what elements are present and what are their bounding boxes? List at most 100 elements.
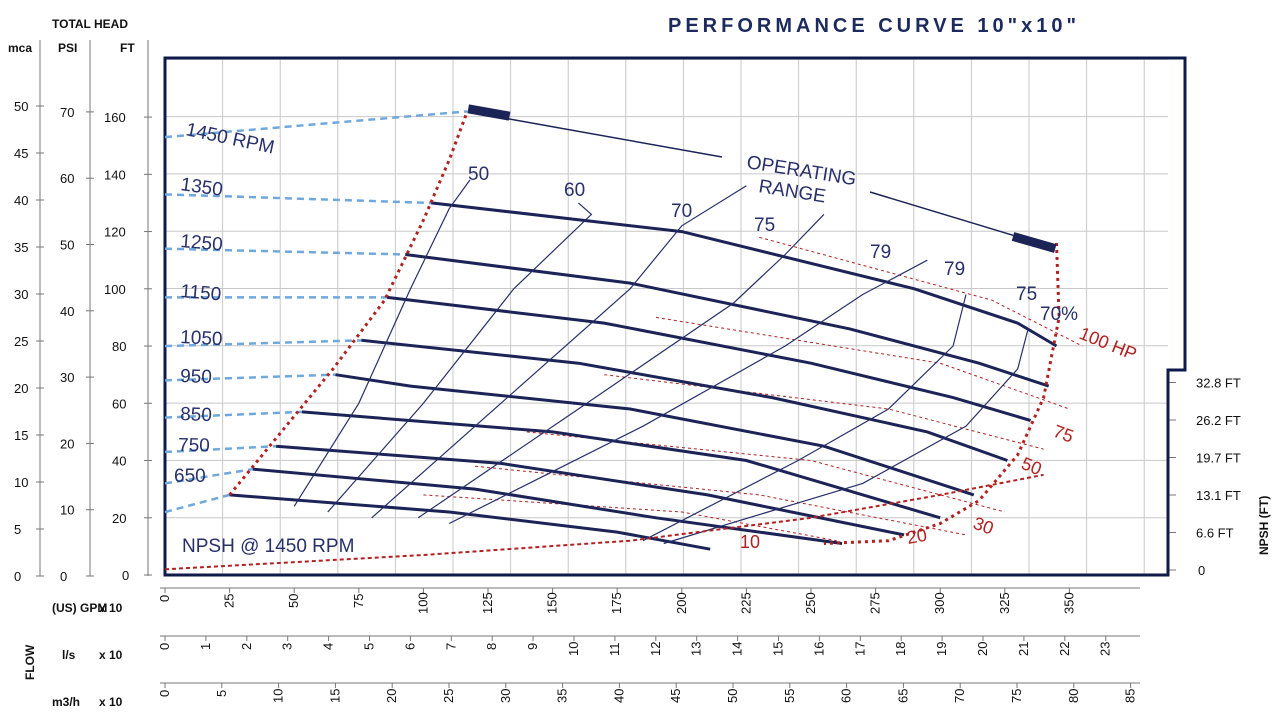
- power-label: 30: [971, 513, 997, 539]
- power-curve: [655, 316, 1070, 410]
- rpm-label: 1250: [180, 231, 224, 256]
- npsh-axis-title: NPSH (FT): [1257, 496, 1271, 555]
- head-curve: [361, 338, 1008, 462]
- m3h-tick-label: 55: [782, 689, 797, 703]
- psi-tick-label: 60: [60, 171, 74, 186]
- ft-tick-label: 0: [122, 568, 129, 583]
- efficiency-label: 75: [754, 215, 775, 236]
- ls-tick-label: 9: [525, 643, 540, 650]
- m3h-tick-label: 45: [668, 689, 683, 703]
- ls-tick-label: 2: [239, 643, 254, 650]
- ft-unit-label: FT: [120, 41, 135, 55]
- ft-tick-label: 40: [112, 454, 126, 469]
- efficiency-label: 70: [671, 201, 692, 222]
- m3h-axis-label: m3/h: [52, 695, 80, 709]
- m3h-tick-label: 50: [725, 689, 740, 703]
- gpm-tick-label: 0: [157, 595, 172, 602]
- ft-tick-label: 100: [104, 282, 126, 297]
- gpm-tick-label: 75: [351, 594, 366, 608]
- mca-tick-label: 40: [14, 193, 28, 208]
- ls-tick-label: 3: [280, 643, 295, 650]
- ls-tick-label: 13: [689, 642, 704, 656]
- npsh-tick-label: 0: [1198, 563, 1205, 578]
- npsh-curve-label: NPSH @ 1450 RPM: [182, 536, 354, 557]
- ls-tick-label: 16: [811, 642, 826, 656]
- mca-tick-label: 15: [14, 428, 28, 443]
- ls-tick-label: 23: [1098, 642, 1113, 656]
- m3h-tick-label: 40: [611, 689, 626, 703]
- head-axis-title: TOTAL HEAD: [52, 17, 128, 31]
- m3h-tick-label: 75: [1009, 689, 1024, 703]
- head-curve: [431, 201, 1058, 348]
- power-curve: [475, 465, 967, 536]
- rpm-label: 850: [180, 404, 212, 426]
- rpm-label: 950: [180, 366, 212, 388]
- gpm-tick-label: 250: [803, 592, 818, 614]
- ls-tick-label: 22: [1057, 642, 1072, 656]
- efficiency-label: 75: [1016, 284, 1037, 305]
- operating-range-line-left: [469, 111, 723, 158]
- mca-tick-label: 50: [14, 99, 28, 114]
- ft-tick-label: 60: [112, 396, 126, 411]
- m3h-tick-label: 70: [952, 689, 967, 703]
- m3h-tick-label: 35: [555, 689, 570, 703]
- mca-tick-label: 45: [14, 146, 28, 161]
- ls-tick-label: 17: [852, 642, 867, 656]
- npsh-tick-label: 32.8 FT: [1196, 376, 1241, 391]
- low-flow-extension: [164, 247, 406, 256]
- ls-tick-label: 11: [607, 643, 622, 657]
- rpm-label: 650: [174, 466, 206, 487]
- psi-tick-label: 50: [60, 238, 74, 253]
- low-flow-extension: [164, 373, 336, 382]
- rpm-label: 1050: [180, 327, 223, 350]
- ls-tick-label: 10: [566, 642, 581, 656]
- gpm-axis-label: (US) GPM: [52, 601, 107, 615]
- ls-tick-label: 5: [362, 643, 377, 650]
- operating-range-marker-right: [1011, 232, 1057, 253]
- low-flow-extension: [164, 339, 362, 348]
- head-curve: [229, 493, 711, 551]
- efficiency-curve: [663, 328, 1029, 545]
- efficiency-curve: [642, 294, 967, 542]
- gpm-tick-label: 325: [997, 592, 1012, 614]
- gpm-tick-label: 175: [609, 592, 624, 614]
- gpm-multiplier: x 10: [99, 601, 123, 615]
- ls-tick-label: 21: [1016, 642, 1031, 656]
- ls-tick-label: 4: [321, 643, 336, 650]
- m3h-tick-label: 85: [1123, 689, 1138, 703]
- rpm-label: 1150: [180, 281, 223, 305]
- mca-tick-label: 0: [14, 569, 21, 584]
- m3h-tick-label: 15: [327, 689, 342, 703]
- power-label: 10: [740, 532, 760, 552]
- gpm-tick-label: 300: [932, 592, 947, 614]
- ft-tick-label: 140: [104, 167, 126, 182]
- grid: [164, 58, 1168, 576]
- low-flow-extension: [164, 467, 254, 485]
- ft-tick-label: 120: [104, 225, 126, 240]
- npsh-tick-label: 13.1 FT: [1196, 488, 1241, 503]
- power-curve: [423, 494, 837, 542]
- low-flow-extension: [164, 410, 303, 419]
- rpm-label: 1450 RPM: [184, 119, 276, 158]
- curves: 1450 RPM13501250115010509508507506505060…: [164, 110, 1140, 571]
- ls-tick-label: 12: [648, 642, 663, 656]
- power-curve: [759, 236, 1083, 347]
- head-curve: [252, 467, 843, 545]
- ls-axis-label: l/s: [62, 648, 76, 662]
- efficiency-curve: [293, 179, 471, 507]
- mca-tick-label: 5: [14, 522, 21, 537]
- npsh-ticks: 0 6.6 FT 13.1 FT 19.7 FT 26.2 FT 32.8 FT: [1168, 376, 1241, 578]
- ft-tick-label: 20: [112, 511, 126, 526]
- head-ticks: 0 5 10 15 20 25 30 35 40 45 50 0 10 20 30 40 50 60 70 0 20 40…: [14, 99, 152, 584]
- head-curve: [387, 295, 1032, 422]
- power-label: 20: [905, 525, 928, 548]
- mca-tick-label: 20: [14, 381, 28, 396]
- efficiency-curve: [327, 202, 593, 513]
- power-curve: [604, 374, 1044, 450]
- gpm-tick-label: 125: [480, 592, 495, 614]
- efficiency-label: 70%: [1040, 304, 1078, 325]
- psi-tick-label: 40: [60, 304, 74, 319]
- m3h-tick-label: 5: [214, 690, 229, 697]
- gpm-tick-label: 50: [286, 594, 301, 608]
